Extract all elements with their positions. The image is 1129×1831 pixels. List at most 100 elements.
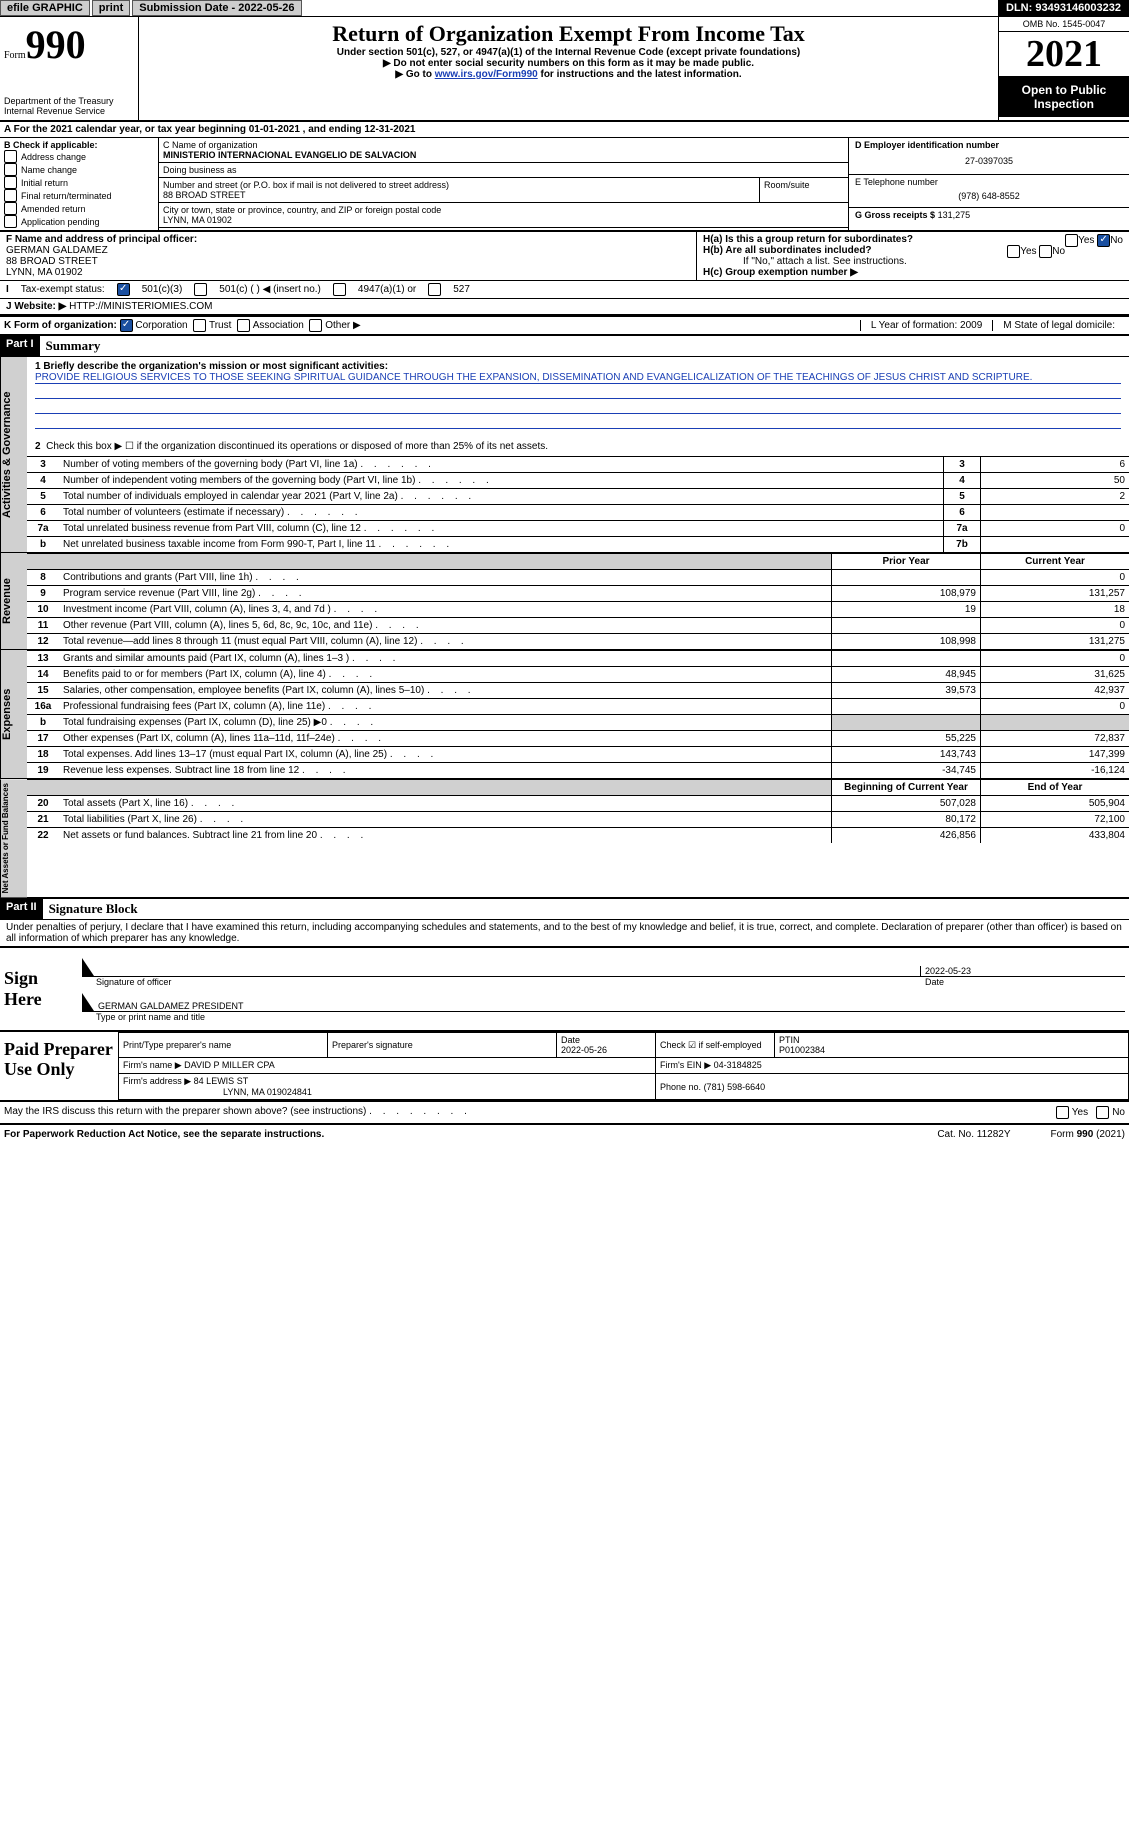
officer-print-name: GERMAN GALDAMEZ PRESIDENT	[94, 1001, 244, 1011]
colb-item-label: Application pending	[21, 217, 100, 227]
corp-lbl: Corporation	[135, 320, 187, 331]
submission-date: Submission Date - 2022-05-26	[132, 0, 301, 16]
discuss-no-lbl: No	[1112, 1108, 1125, 1119]
firm-ein-lbl: Firm's EIN ▶	[660, 1060, 711, 1070]
hb-no-checkbox[interactable]	[1039, 245, 1052, 258]
netassets-section: Net Assets or Fund Balances Beginning of…	[0, 779, 1129, 899]
sig-officer-lbl: Signature of officer	[82, 977, 925, 987]
pt-date: 2022-05-26	[561, 1045, 607, 1055]
assoc-checkbox[interactable]	[237, 319, 250, 332]
dept-label: Department of the Treasury Internal Reve…	[4, 96, 134, 116]
irs-link[interactable]: www.irs.gov/Form990	[435, 69, 538, 80]
governance-table: 3Number of voting members of the governi…	[27, 456, 1129, 552]
trust-checkbox[interactable]	[193, 319, 206, 332]
row-f-h: F Name and address of principal officer:…	[0, 232, 1129, 281]
discuss-text: May the IRS discuss this return with the…	[4, 1106, 366, 1117]
sub3-b: for instructions and the latest informat…	[538, 69, 742, 80]
colb-checkbox[interactable]	[4, 150, 17, 163]
mission-text: PROVIDE RELIGIOUS SERVICES TO THOSE SEEK…	[35, 372, 1121, 384]
yes-lbl2: Yes	[1020, 246, 1036, 257]
tax-year: 2021	[999, 32, 1129, 77]
q2-text: Check this box ▶ ☐ if the organization d…	[46, 441, 548, 452]
hb-yes-checkbox[interactable]	[1007, 245, 1020, 258]
discuss-no-checkbox[interactable]	[1096, 1106, 1109, 1119]
colb-item-label: Amended return	[21, 204, 86, 214]
efile-label: efile GRAPHIC	[0, 0, 90, 16]
ein-label: D Employer identification number	[855, 140, 1123, 150]
discuss-row: May the IRS discuss this return with the…	[0, 1102, 1129, 1125]
room-label: Room/suite	[764, 180, 844, 190]
discuss-yes-checkbox[interactable]	[1056, 1106, 1069, 1119]
website-label: J Website: ▶	[6, 301, 66, 312]
colb-checkbox[interactable]	[4, 202, 17, 215]
part1-header: Part I Summary	[0, 336, 1129, 357]
ha-no-checkbox[interactable]: ✓	[1097, 234, 1110, 247]
declaration-text: Under penalties of perjury, I declare th…	[0, 920, 1129, 946]
firm-ein: 04-3184825	[714, 1060, 762, 1070]
row-i: I Tax-exempt status: ✓501(c)(3) 501(c) (…	[0, 281, 1129, 299]
sidebar-revenue: Revenue	[0, 553, 27, 649]
omb-number: OMB No. 1545-0047	[999, 17, 1129, 32]
part2-badge: Part II	[0, 899, 43, 919]
revenue-section: Revenue Prior YearCurrent Year8Contribut…	[0, 553, 1129, 650]
ha-yes-checkbox[interactable]	[1065, 234, 1078, 247]
form-footer: Form 990 (2021)	[1051, 1129, 1125, 1140]
org-name: MINISTERIO INTERNACIONAL EVANGELIO DE SA…	[163, 150, 844, 160]
colb-checkbox[interactable]	[4, 215, 17, 228]
colb-item-label: Name change	[21, 165, 77, 175]
col-c: C Name of organization MINISTERIO INTERN…	[159, 138, 848, 230]
4947-checkbox[interactable]	[333, 283, 346, 296]
print-button[interactable]: print	[92, 0, 130, 16]
colb-checkbox[interactable]	[4, 189, 17, 202]
ptin-val: P01002384	[779, 1045, 825, 1055]
pt-date-lbl: Date	[561, 1035, 580, 1045]
colb-item-label: Initial return	[21, 178, 68, 188]
501c-lbl: 501(c) ( ) ◀ (insert no.)	[219, 284, 321, 295]
sign-block: Sign Here 2022-05-23 Signature of office…	[0, 946, 1129, 1030]
no-lbl: No	[1110, 235, 1123, 246]
open-inspection: Open to Public Inspection	[999, 77, 1129, 117]
pt-name-lbl: Print/Type preparer's name	[123, 1040, 231, 1050]
501c3-checkbox[interactable]: ✓	[117, 283, 130, 296]
dln-label: DLN: 93493146003232	[998, 0, 1129, 16]
col-b: B Check if applicable: Address changeNam…	[0, 138, 159, 230]
form-num: 990	[26, 22, 86, 67]
form-word: Form	[4, 50, 26, 61]
sig-arrow-icon-2	[82, 993, 94, 1011]
addr-value: 88 BROAD STREET	[163, 190, 755, 200]
officer-name: GERMAN GALDAMEZ	[6, 245, 690, 256]
colb-checkbox[interactable]	[4, 176, 17, 189]
footer: For Paperwork Reduction Act Notice, see …	[0, 1125, 1129, 1144]
corp-checkbox[interactable]: ✓	[120, 319, 133, 332]
form-header: Form990 Department of the Treasury Inter…	[0, 17, 1129, 122]
form-org-label: K Form of organization:	[4, 320, 117, 331]
ha-label: H(a) Is this a group return for subordin…	[703, 234, 913, 245]
527-checkbox[interactable]	[428, 283, 441, 296]
tel-value: (978) 648-8552	[855, 187, 1123, 205]
part2-title: Signature Block	[43, 899, 144, 919]
501c3-lbl: 501(c)(3)	[142, 284, 183, 295]
sig-arrow-icon	[82, 958, 94, 976]
sidebar-activities: Activities & Governance	[0, 357, 27, 552]
row-k: K Form of organization: ✓ Corporation Tr…	[0, 315, 1129, 336]
ein-value: 27-0397035	[855, 150, 1123, 172]
yes-lbl: Yes	[1078, 235, 1094, 246]
phone-lbl: Phone no.	[660, 1082, 701, 1092]
dba-label: Doing business as	[163, 165, 844, 175]
website-value: HTTP://MINISTERIOMIES.COM	[69, 301, 212, 312]
501c-checkbox[interactable]	[194, 283, 207, 296]
ptin-lbl: PTIN	[779, 1035, 800, 1045]
entity-block: B Check if applicable: Address changeNam…	[0, 138, 1129, 232]
state-domicile: M State of legal domicile:	[992, 320, 1125, 331]
mission-line2	[35, 399, 1121, 414]
expenses-section: Expenses 13Grants and similar amounts pa…	[0, 650, 1129, 779]
topbar: efile GRAPHIC print Submission Date - 20…	[0, 0, 1129, 17]
other-checkbox[interactable]	[309, 319, 322, 332]
date-lbl: Date	[925, 977, 1125, 987]
colb-checkbox[interactable]	[4, 163, 17, 176]
officer-addr: 88 BROAD STREET	[6, 256, 690, 267]
netassets-table: Beginning of Current YearEnd of Year20To…	[27, 779, 1129, 843]
name-label: C Name of organization	[163, 140, 844, 150]
col-d: D Employer identification number 27-0397…	[848, 138, 1129, 230]
firm-addr: 84 LEWIS ST	[194, 1076, 249, 1086]
